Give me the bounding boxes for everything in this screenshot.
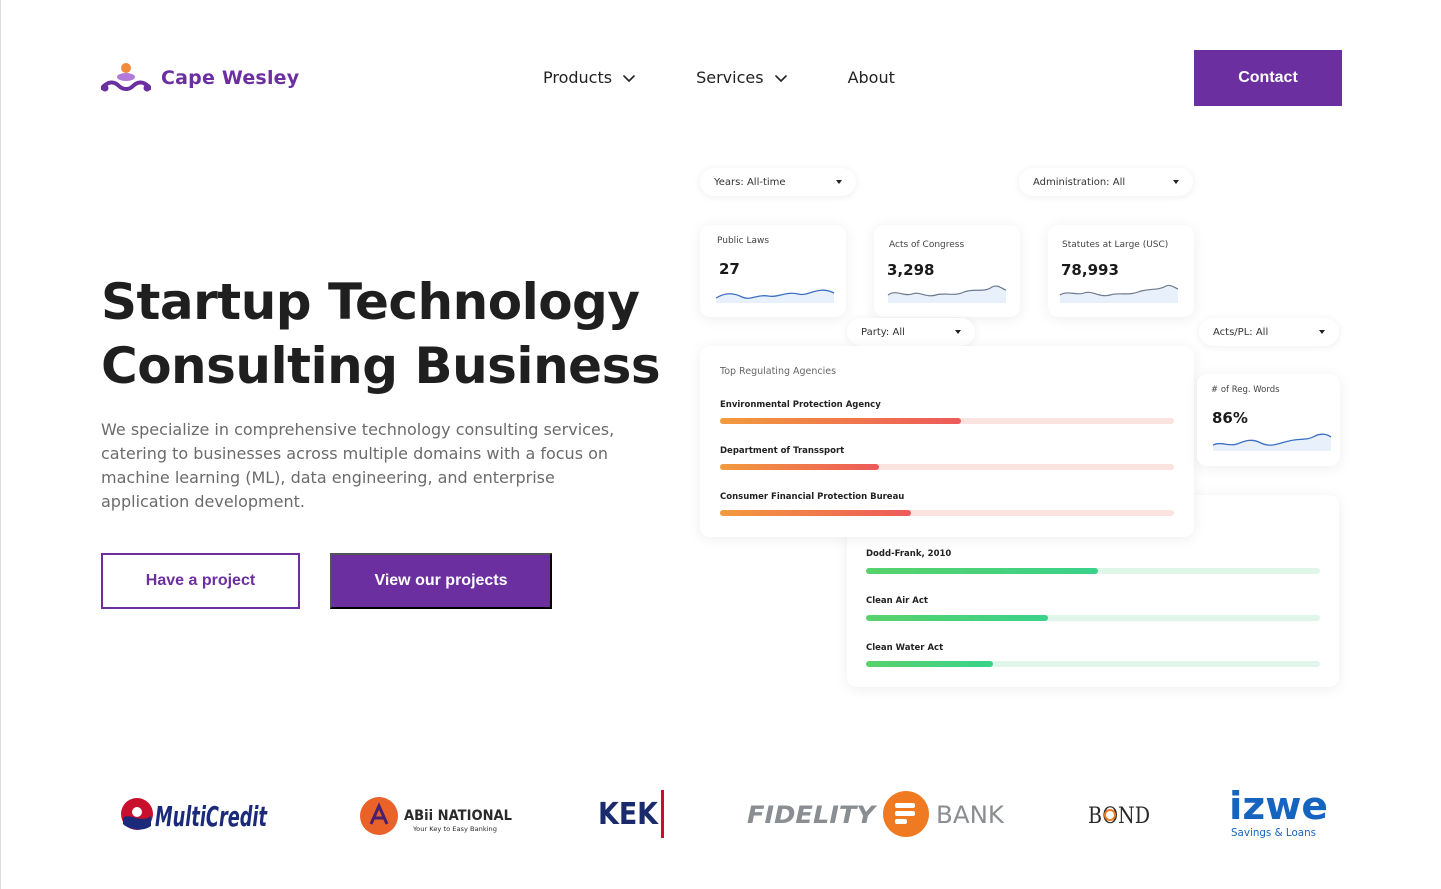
stat-value: 27 <box>719 260 740 278</box>
hero-title-line2: Consulting Business <box>101 337 661 395</box>
bond-logo: BOND <box>1088 798 1152 830</box>
stat-label: Public Laws <box>717 236 770 246</box>
abii-national-logo: ABii NATIONAL Your Key to Easy Banking <box>359 794 519 838</box>
izwe-logo: izwe Savings & Loans <box>1229 786 1331 842</box>
fidelity-bank-logo-image: FIDELITY BANK <box>747 791 1005 837</box>
nav-services-label: Services <box>696 68 764 87</box>
progress-bar-fill <box>720 418 961 424</box>
brand-name: Cape Wesley <box>161 67 300 89</box>
stat-label: # of Reg. Words <box>1211 385 1280 395</box>
kek-logo: KEK <box>597 788 669 840</box>
nav-products[interactable]: Products <box>543 68 636 87</box>
hero-title-line1: Startup Technology <box>101 273 640 331</box>
years-filter-dropdown[interactable]: Years: All-time <box>700 168 856 196</box>
bond-logo-image: BOND <box>1088 804 1150 829</box>
hero-title: Startup Technology Consulting Business <box>101 270 661 398</box>
bar-label: Consumer Financial Protection Bureau <box>720 492 905 502</box>
stat-value: 3,298 <box>887 261 935 279</box>
contact-button[interactable]: Contact <box>1194 50 1342 106</box>
svg-text:Your Key to Easy Banking: Your Key to Easy Banking <box>412 826 497 833</box>
reg-words-card: # of Reg. Words 86% <box>1197 374 1340 466</box>
abii-national-logo-image: ABii NATIONAL Your Key to Easy Banking <box>360 797 512 835</box>
years-filter-value: All-time <box>746 176 786 188</box>
acts-pl-filter-dropdown[interactable]: Acts/PL: All <box>1199 318 1339 346</box>
party-filter-value: All <box>892 326 905 338</box>
svg-text:BOND: BOND <box>1088 804 1150 829</box>
progress-bar-fill <box>866 661 994 667</box>
brand-logo[interactable]: Cape Wesley <box>101 62 299 94</box>
acts-pl-filter-value: All <box>1255 326 1269 338</box>
stat-value: 78,993 <box>1061 261 1119 279</box>
stat-label: Acts of Congress <box>889 240 965 250</box>
progress-bar-track <box>720 510 1174 516</box>
caret-down-icon <box>955 330 961 334</box>
fidelity-bank-logo: FIDELITY BANK <box>747 789 1009 839</box>
stat-value: 86% <box>1212 409 1248 427</box>
party-filter-dropdown[interactable]: Party: All <box>847 318 975 346</box>
administration-filter-text: Administration: All <box>1033 177 1125 188</box>
nav-about[interactable]: About <box>848 68 895 87</box>
stat-label: Statutes at Large (USC) <box>1062 240 1169 250</box>
svg-text:KEK: KEK <box>598 797 660 832</box>
stat-card-public-laws: Public Laws 27 <box>700 225 846 317</box>
progress-bar-track <box>866 615 1320 621</box>
administration-filter-label: Administration: <box>1033 176 1110 188</box>
cape-wesley-logo-icon <box>101 63 151 92</box>
acts-pl-filter-label: Acts/PL: <box>1213 326 1253 338</box>
administration-filter-value: All <box>1112 176 1126 188</box>
top-regulating-agencies-card: Top Regulating Agencies Environmental Pr… <box>700 346 1194 537</box>
sparkline-chart <box>1212 433 1332 451</box>
administration-filter-dropdown[interactable]: Administration: All <box>1019 168 1193 196</box>
progress-bar-track <box>866 661 1320 667</box>
sparkline-chart <box>1059 284 1179 303</box>
years-filter-label: Years: <box>714 176 744 188</box>
progress-bar-track <box>866 568 1320 574</box>
bar-label: Environmental Protection Agency <box>720 400 881 410</box>
progress-bar-fill <box>866 615 1048 621</box>
svg-text:ABii NATIONAL: ABii NATIONAL <box>404 808 512 824</box>
caret-down-icon <box>836 180 842 184</box>
svg-text:izwe: izwe <box>1229 786 1328 828</box>
bar-label: Dodd-Frank, 2010 <box>866 549 952 559</box>
chevron-down-icon <box>774 74 787 82</box>
years-filter-text: Years: All-time <box>714 177 786 188</box>
svg-text:MultiCredit: MultiCredit <box>155 800 268 833</box>
have-a-project-button[interactable]: Have a project <box>101 553 300 609</box>
progress-bar-track <box>720 464 1174 470</box>
stat-card-statutes-at-large: Statutes at Large (USC) 78,993 <box>1048 225 1194 317</box>
bar-label: Clean Water Act <box>866 643 944 653</box>
multicredit-logo: MultiCredit <box>119 790 269 838</box>
caret-down-icon <box>1173 180 1179 184</box>
chevron-down-icon <box>623 74 635 82</box>
progress-bar-fill <box>720 464 879 470</box>
nav-services[interactable]: Services <box>696 68 787 87</box>
stat-card-acts-of-congress: Acts of Congress 3,298 <box>874 225 1020 317</box>
svg-text:BANK: BANK <box>936 801 1005 829</box>
kek-logo-image: KEK <box>598 790 664 838</box>
svg-text:FIDELITY: FIDELITY <box>747 801 878 829</box>
party-filter-label: Party: <box>861 326 890 338</box>
progress-bar-track <box>720 418 1174 424</box>
bar-label: Clean Air Act <box>866 596 928 606</box>
sparkline-chart <box>887 285 1007 303</box>
bar-label: Department of Transsport <box>720 446 845 456</box>
sparkline-chart <box>715 289 835 303</box>
nav-products-label: Products <box>543 68 613 87</box>
caret-down-icon <box>1319 330 1325 334</box>
nav-about-label: About <box>847 68 895 87</box>
party-filter-text: Party: All <box>861 327 905 338</box>
progress-bar-fill <box>866 568 1098 574</box>
acts-pl-filter-text: Acts/PL: All <box>1213 327 1268 338</box>
progress-bar-fill <box>720 510 911 516</box>
hero-description: We specialize in comprehensive technolog… <box>101 420 615 511</box>
view-projects-button[interactable]: View our projects <box>330 553 552 609</box>
card-title: Top Regulating Agencies <box>720 366 837 377</box>
svg-text:Savings & Loans: Savings & Loans <box>1231 826 1316 839</box>
main-nav: Products Services About <box>543 68 895 87</box>
izwe-logo-image: izwe Savings & Loans <box>1229 786 1328 839</box>
multicredit-logo-image: MultiCredit <box>121 798 268 833</box>
